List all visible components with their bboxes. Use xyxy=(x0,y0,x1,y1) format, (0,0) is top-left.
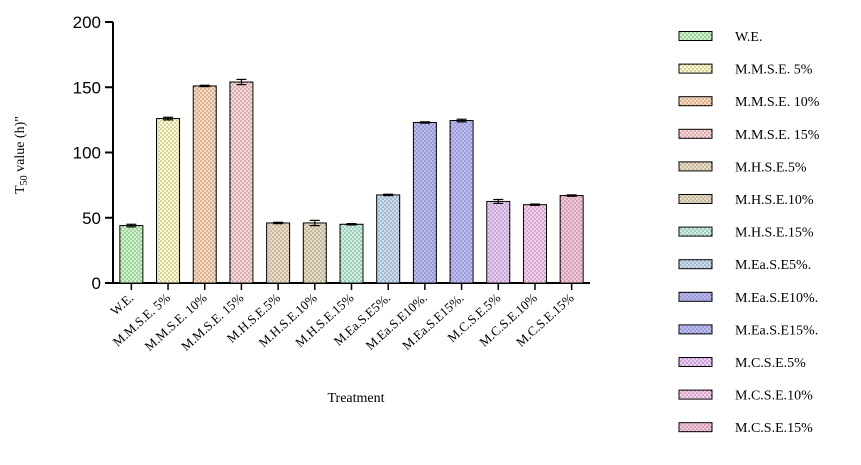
y-tick-label: 150 xyxy=(73,78,101,97)
legend-label: M.H.S.E.10% xyxy=(735,193,814,208)
bar xyxy=(559,195,584,284)
legend-swatch xyxy=(678,128,713,139)
legend-swatch xyxy=(678,194,713,204)
legend-swatch xyxy=(678,63,713,74)
legend-label: M.M.S.E. 5% xyxy=(735,63,813,78)
bar xyxy=(339,223,364,284)
legend-label: M.Ea.S.E5%. xyxy=(735,258,811,273)
bar xyxy=(266,222,291,284)
bar xyxy=(412,121,437,284)
svg-text:T50 value (h)": T50 value (h)" xyxy=(13,116,30,194)
legend-swatch xyxy=(678,324,713,335)
legend-label: M.Ea.S.E10%. xyxy=(735,291,818,306)
bar xyxy=(522,204,547,284)
legend-label: M.H.S.E.5% xyxy=(735,160,807,175)
legend-label: M.C.S.E.10% xyxy=(735,389,813,404)
legend-label: M.C.S.E.5% xyxy=(735,356,806,371)
legend-swatch xyxy=(678,96,713,107)
legend-label: W.E. xyxy=(735,30,762,45)
x-tick-label: W.E. xyxy=(107,290,136,318)
legend-label: M.M.S.E. 10% xyxy=(735,95,820,110)
legend-label: M.M.S.E. 15% xyxy=(735,128,820,143)
bar xyxy=(119,225,144,284)
bar xyxy=(376,194,401,284)
bar xyxy=(192,85,217,284)
legend-swatch xyxy=(678,226,713,237)
legend-swatch xyxy=(678,259,713,270)
y-tick-label: 200 xyxy=(73,13,101,32)
y-tick-label: 0 xyxy=(92,274,101,293)
legend-swatch xyxy=(678,31,713,41)
legend-swatch xyxy=(678,389,713,400)
legend-label: M.C.S.E.15% xyxy=(735,421,813,436)
x-axis-title: Treatment xyxy=(327,391,384,406)
bar xyxy=(486,200,511,284)
legend-label: M.H.S.E.15% xyxy=(735,226,814,241)
legend-label: M.Ea.S.E15%. xyxy=(735,323,818,338)
bar xyxy=(229,81,254,284)
legend-swatch xyxy=(678,357,713,367)
bar xyxy=(449,120,474,284)
bar xyxy=(302,222,327,284)
y-tick-label: 100 xyxy=(73,144,101,163)
y-axis-title: T50 value (h)" xyxy=(13,116,30,194)
bar xyxy=(156,118,181,284)
legend-swatch xyxy=(678,422,713,433)
legend-swatch xyxy=(678,161,713,172)
legend: W.E. M.M.S.E. 5% M.M.S.E. 10% M.M.S.E. 15% M… xyxy=(678,30,820,436)
y-tick-label: 50 xyxy=(82,209,101,228)
legend-swatch xyxy=(678,291,713,302)
